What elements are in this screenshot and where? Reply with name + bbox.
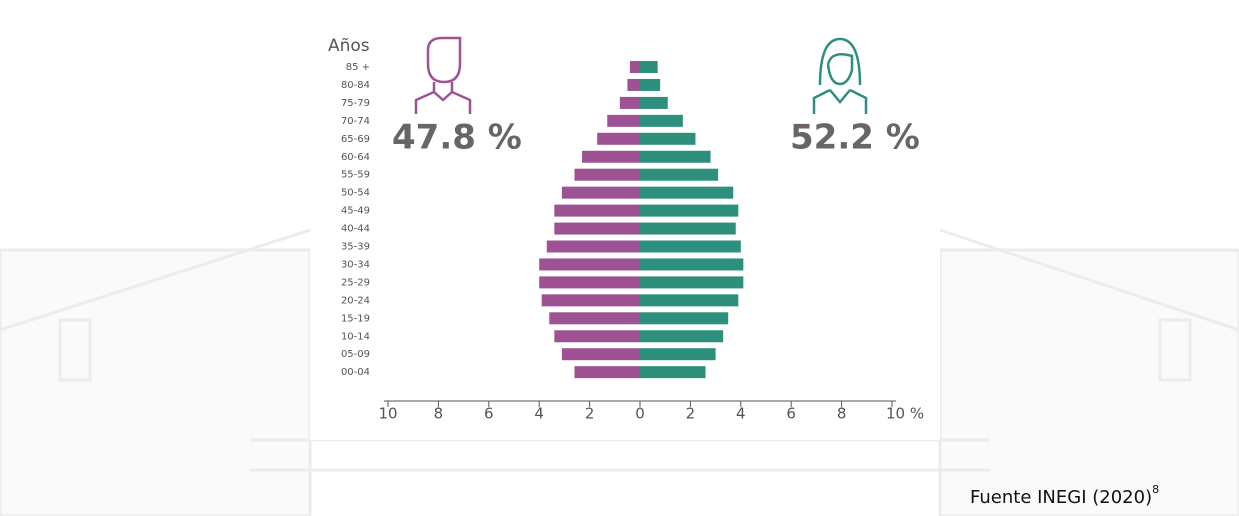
y-tick-label: 25-29 bbox=[341, 277, 370, 288]
x-tick-label: 2 bbox=[686, 405, 696, 423]
y-tick-label: 45-49 bbox=[341, 206, 370, 217]
y-tick-label: 20-24 bbox=[341, 295, 370, 306]
bar bbox=[597, 133, 640, 145]
bar bbox=[607, 115, 640, 127]
bar bbox=[554, 330, 640, 342]
bar bbox=[542, 294, 640, 306]
bar bbox=[620, 97, 640, 109]
bar bbox=[640, 169, 718, 181]
x-tick-label: 4 bbox=[534, 405, 544, 423]
bar bbox=[640, 330, 723, 342]
bar bbox=[627, 79, 640, 91]
bar bbox=[640, 61, 658, 73]
y-tick-label: 15-19 bbox=[341, 313, 370, 324]
x-tick-label: 2 bbox=[585, 405, 595, 423]
bar bbox=[574, 366, 640, 378]
y-tick-label: 35-39 bbox=[341, 242, 370, 253]
y-tick-label: 40-44 bbox=[341, 224, 370, 235]
bar bbox=[640, 223, 736, 235]
y-tick-label: 70-74 bbox=[341, 116, 370, 127]
bar bbox=[640, 97, 668, 109]
y-tick-label: 00-04 bbox=[341, 367, 370, 378]
bar bbox=[582, 151, 640, 163]
y-tick-label: 10-14 bbox=[341, 331, 370, 342]
bar bbox=[574, 169, 640, 181]
x-tick-label: 6 bbox=[484, 405, 494, 423]
bar bbox=[549, 312, 640, 324]
x-tick-label: 0 bbox=[635, 405, 645, 423]
y-tick-label: 85 + bbox=[346, 62, 370, 73]
bar bbox=[640, 366, 706, 378]
y-tick-label: 60-64 bbox=[341, 152, 370, 163]
bar bbox=[640, 151, 711, 163]
source-note: 8 bbox=[1152, 483, 1159, 496]
bar bbox=[640, 205, 738, 217]
bar bbox=[640, 187, 733, 199]
bar bbox=[640, 79, 660, 91]
bar bbox=[554, 223, 640, 235]
bar bbox=[630, 61, 640, 73]
bar bbox=[640, 348, 716, 360]
bar bbox=[554, 205, 640, 217]
axis-title: Años bbox=[328, 36, 370, 56]
x-tick-label: 6 bbox=[786, 405, 796, 423]
bar bbox=[562, 348, 640, 360]
bar bbox=[640, 276, 743, 288]
y-tick-label: 50-54 bbox=[341, 188, 370, 199]
bar bbox=[640, 312, 728, 324]
bar bbox=[640, 115, 683, 127]
bar bbox=[539, 276, 640, 288]
chart: Años 47.8 % 52.2 % Fuente INEGI (2020)8 … bbox=[0, 0, 1239, 516]
y-tick-label: 55-59 bbox=[341, 170, 370, 181]
x-tick-label: 10 % bbox=[886, 405, 924, 423]
y-tick-label: 30-34 bbox=[341, 259, 370, 270]
bar bbox=[539, 258, 640, 270]
x-tick-label: 4 bbox=[736, 405, 746, 423]
bar bbox=[640, 258, 743, 270]
y-tick-label: 65-69 bbox=[341, 134, 370, 145]
x-tick-label: 8 bbox=[434, 405, 444, 423]
y-tick-label: 80-84 bbox=[341, 80, 370, 91]
bar bbox=[640, 241, 741, 253]
page: Años 47.8 % 52.2 % Fuente INEGI (2020)8 … bbox=[0, 0, 1239, 516]
x-tick-label: 8 bbox=[837, 405, 847, 423]
male-share: 47.8 % bbox=[392, 118, 522, 158]
y-tick-label: 75-79 bbox=[341, 98, 370, 109]
bar bbox=[547, 241, 640, 253]
bar bbox=[562, 187, 640, 199]
bar bbox=[640, 294, 738, 306]
source-text: Fuente INEGI (2020) bbox=[970, 487, 1152, 508]
x-tick-label: 10 bbox=[378, 405, 397, 423]
female-share: 52.2 % bbox=[790, 118, 920, 158]
bar bbox=[640, 133, 695, 145]
y-tick-label: 05-09 bbox=[341, 349, 370, 360]
source: Fuente INEGI (2020)8 bbox=[970, 483, 1159, 508]
